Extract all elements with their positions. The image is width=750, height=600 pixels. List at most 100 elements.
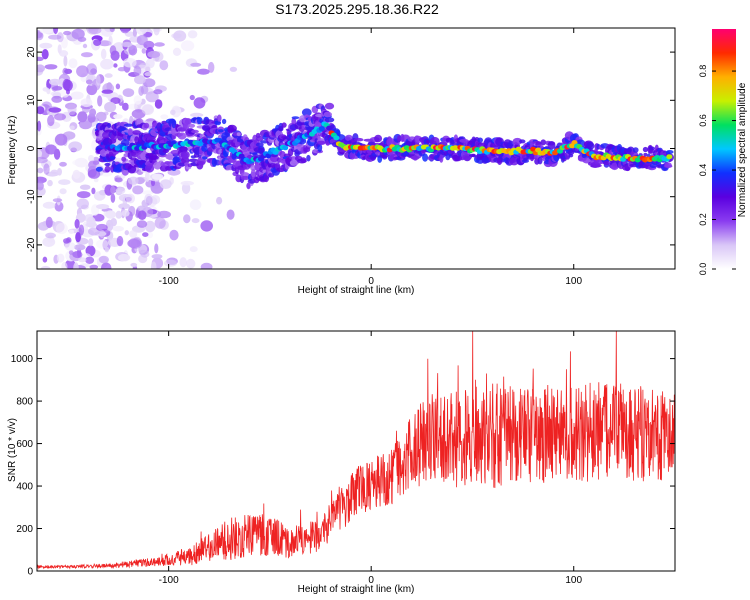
figure-title: S173.2025.295.18.36.R22 [275,1,439,17]
heat-cell [63,238,71,244]
heat-cell [164,259,177,267]
heat-cell [109,156,116,160]
heat-cell [99,230,106,238]
heat-cell [59,188,67,195]
heat-cell [208,61,215,73]
heat-cell [218,129,224,133]
heat-cell [145,66,151,73]
heat-cell [256,135,264,142]
heat-cell [80,98,93,108]
heat-cell [664,162,672,168]
heat-cell [268,172,275,178]
heat-cell [507,140,514,149]
heat-cell [88,238,94,247]
heat-cell [50,91,62,96]
heat-cell [140,250,150,258]
y-tick-label: 0 [26,145,37,151]
heat-cell [353,137,364,142]
heat-cell [78,257,87,263]
heat-cell [133,95,142,105]
heat-cell [63,30,72,36]
heat-cell [93,191,106,201]
heat-cell [85,79,93,85]
heat-cell [136,220,148,228]
heat-cell [141,190,154,195]
heat-cell [512,137,523,145]
heat-cell [42,201,56,209]
heat-cell [154,99,163,109]
colorbar-tick-label: 0.8 [698,65,708,78]
spectrogram-y-ticks: -20 -10 0 10 20 [26,46,675,252]
heat-cell [103,111,109,116]
heat-cell [72,169,81,179]
heat-cell [115,210,123,219]
heat-cell [632,147,639,153]
heat-cell [151,173,164,180]
x-tick-label: 100 [565,276,582,287]
heat-cell [145,91,159,103]
heat-cell [300,157,307,163]
heat-cell [54,113,66,121]
heat-cell [278,126,284,132]
heat-cell [159,60,169,71]
heat-cell [169,229,179,241]
heat-cell [138,86,144,96]
heat-cell [582,157,592,164]
heat-cell [42,87,49,92]
heat-cell [200,220,213,232]
heat-cell [39,42,53,49]
heat-cell [154,217,166,229]
heat-cell [333,135,340,141]
heat-cell [141,104,154,115]
heat-cell [603,160,610,166]
colorbar [712,29,736,269]
heat-cell [70,91,84,100]
heat-cell [180,40,195,52]
heat-cell [471,153,477,158]
heat-cell [117,67,126,72]
heat-cell [127,176,139,185]
heat-cell [52,198,63,203]
heat-cell [51,95,63,103]
heat-cell [145,195,153,206]
heat-cell [137,205,146,212]
heat-cell [118,253,131,262]
colorbar-tick-label: 0.4 [698,164,708,177]
heat-cell [68,229,75,234]
heat-cell [75,232,81,243]
heat-cell [56,253,65,263]
heat-cell [227,124,237,133]
y-tick-label: 10 [26,94,37,106]
heat-cell [157,210,172,219]
heat-cell [130,262,138,267]
heat-cell [136,34,148,46]
heat-cell [240,175,250,181]
heat-cell [110,97,121,104]
heat-cell [236,132,241,137]
spectrogram-heatmap [37,28,674,269]
heat-cell [147,50,161,59]
heat-cell [422,153,429,162]
heat-cell [397,135,402,143]
heat-cell [53,28,59,35]
heat-cell [109,28,115,33]
heat-cell [301,108,312,117]
colorbar-label: Normalized spectral amplitude [737,82,748,217]
heat-cell [76,198,90,209]
heat-cell [91,187,96,195]
heat-cell [263,174,269,183]
heat-cell [96,223,108,232]
heat-cell [100,58,114,70]
heat-cell [45,232,56,239]
heat-cell [101,262,112,269]
heat-cell [144,220,156,233]
heat-cell [154,243,159,254]
spectrogram-x-label: Height of straight line (km) [298,285,415,296]
heat-cell [133,65,142,76]
heat-cell [116,235,124,247]
heat-cell [202,156,208,160]
heat-cell [150,261,157,269]
heat-cell [197,68,210,75]
heat-cell [72,160,81,166]
heat-cell [63,55,68,67]
